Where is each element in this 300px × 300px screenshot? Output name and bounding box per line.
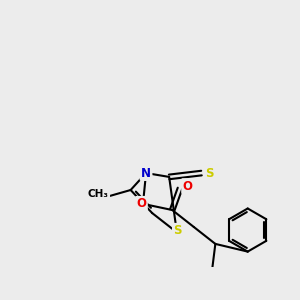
Text: O: O	[183, 180, 193, 193]
Text: N: N	[141, 167, 151, 180]
Text: S: S	[173, 224, 182, 237]
Text: CH₃: CH₃	[88, 189, 109, 199]
Text: O: O	[136, 197, 146, 210]
Text: S: S	[205, 167, 213, 180]
